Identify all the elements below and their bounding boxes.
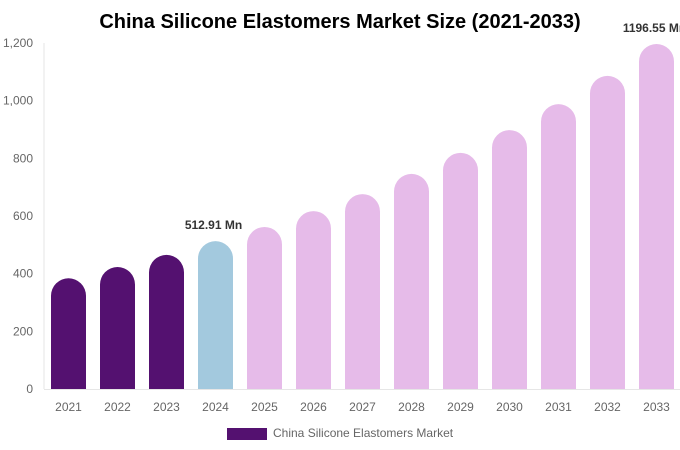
bar-2022 xyxy=(100,267,135,389)
y-tick-label: 600 xyxy=(13,209,33,223)
bar-2027 xyxy=(345,194,380,389)
x-tick-label: 2031 xyxy=(545,400,572,414)
y-tick-label: 1,200 xyxy=(3,36,33,50)
bar-2030 xyxy=(492,130,527,389)
bar-2026 xyxy=(296,211,331,389)
bar-2025 xyxy=(247,226,282,389)
x-tick-label: 2029 xyxy=(447,400,474,414)
y-tick-label: 200 xyxy=(13,324,33,338)
x-tick-label: 2033 xyxy=(643,400,670,414)
x-tick-label: 2032 xyxy=(594,400,621,414)
x-tick-label: 2023 xyxy=(153,400,180,414)
y-tick-label: 800 xyxy=(13,151,33,165)
x-tick-label: 2030 xyxy=(496,400,523,414)
data-label: 512.91 Mn xyxy=(185,218,242,232)
x-tick-label: 2026 xyxy=(300,400,327,414)
bar-2021 xyxy=(51,278,86,389)
bar-2023 xyxy=(149,254,184,389)
x-tick-label: 2025 xyxy=(251,400,278,414)
chart-title: China Silicone Elastomers Market Size (2… xyxy=(99,11,580,33)
data-label: 1196.55 Mn xyxy=(623,21,680,35)
y-tick-label: 400 xyxy=(13,267,33,281)
bar-2028 xyxy=(394,173,429,389)
x-tick-label: 2021 xyxy=(55,400,82,414)
x-tick-label: 2027 xyxy=(349,400,376,414)
y-tick-label: 0 xyxy=(26,382,33,396)
bar-2031 xyxy=(541,104,576,390)
bar-2024 xyxy=(198,241,233,389)
bar-2029 xyxy=(443,152,478,389)
legend-swatch xyxy=(227,428,267,440)
legend: China Silicone Elastomers Market xyxy=(227,426,454,440)
bar-2032 xyxy=(590,75,625,390)
bar-2033 xyxy=(639,43,674,389)
x-tick-label: 2028 xyxy=(398,400,425,414)
x-tick-label: 2022 xyxy=(104,400,131,414)
x-tick-label: 2024 xyxy=(202,400,229,414)
y-tick-label: 1,000 xyxy=(3,94,33,108)
legend-label: China Silicone Elastomers Market xyxy=(273,426,454,440)
